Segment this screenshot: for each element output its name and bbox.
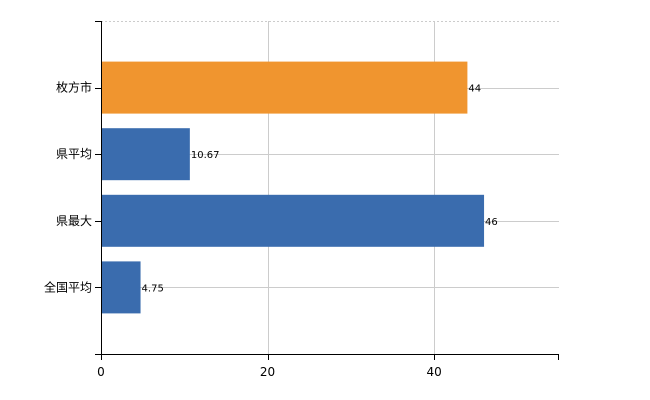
x-tick-label: 0: [97, 365, 105, 379]
data-label: 46: [485, 217, 498, 228]
y-tick-label: 県平均: [56, 147, 92, 161]
y-tick-label: 県最大: [56, 214, 92, 228]
data-label: 4.75: [142, 283, 164, 294]
y-tick-label: 枚方市: [56, 80, 92, 95]
data-label: 44: [468, 84, 481, 95]
bars-group: [101, 61, 485, 314]
x-tick-label: 20: [260, 365, 275, 379]
axes-group: [95, 21, 559, 360]
bar[interactable]: [101, 261, 141, 314]
y-tick-label: 全国平均: [44, 279, 92, 294]
data-label: 10.67: [191, 150, 220, 161]
x-tick-label: 40: [426, 365, 441, 379]
bar[interactable]: [101, 194, 485, 247]
bar[interactable]: [101, 61, 468, 114]
bar[interactable]: [101, 128, 190, 181]
